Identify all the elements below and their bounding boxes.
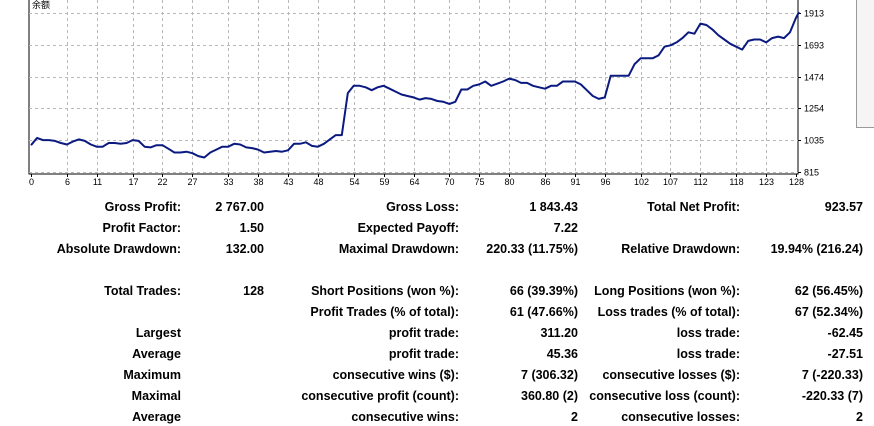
max-consecutive-losses-value: 7 (-220.33)	[801, 368, 863, 382]
average-consecutive-label: Average	[132, 410, 181, 424]
x-tick-label: 27	[187, 177, 197, 187]
x-tick-label: 118	[729, 177, 743, 187]
average-consecutive-wins-label: consecutive wins:	[351, 410, 459, 424]
y-tick-label: 1693	[804, 41, 824, 51]
x-tick-label: 43	[283, 177, 293, 187]
largest-loss-value: -62.45	[827, 326, 863, 340]
x-tick-label: 38	[253, 177, 263, 187]
short-positions-label: Short Positions (won %):	[311, 284, 459, 298]
gross-profit-value: 2 767.00	[215, 200, 264, 214]
x-tick-label: 33	[223, 177, 233, 187]
x-tick-label: 91	[570, 177, 580, 187]
absolute-drawdown-value: 132.00	[225, 242, 264, 256]
strategy-report: Gross Profit: 2 767.00 Gross Loss: 1 843…	[0, 190, 874, 426]
long-positions-label: Long Positions (won %):	[594, 284, 740, 298]
x-tick-label: 102	[634, 177, 649, 187]
gross-loss-label: Gross Loss:	[386, 200, 459, 214]
average-consecutive-losses-value: 2	[856, 410, 863, 424]
average-label: Average	[132, 347, 181, 361]
balance-chart-svg: 0 6 11 17 22 27 33 38 43 48 54 59 64 70 75 80 86 91 96 102 1…	[28, 0, 824, 187]
long-positions-value: 62 (56.45%)	[794, 284, 863, 298]
y-tick-label: 1035	[804, 136, 824, 146]
total-trades-label: Total Trades:	[104, 284, 181, 298]
largest-profit-value: 311.20	[540, 326, 578, 340]
y-tick-label: 1474	[804, 73, 824, 83]
side-panel-edge	[856, 0, 874, 128]
x-tick-label: 107	[663, 177, 678, 187]
expected-payoff-label: Expected Payoff:	[357, 221, 459, 235]
y-tick-label: 1254	[804, 104, 824, 114]
maximal-consecutive-profit-label: consecutive profit (count):	[301, 389, 459, 403]
loss-trades-value: 67 (52.34%)	[794, 305, 863, 319]
profit-factor-value: 1.50	[239, 221, 264, 235]
maximum-label: Maximum	[123, 368, 181, 382]
profit-trades-value: 61 (47.66%)	[509, 305, 578, 319]
x-tick-label: 75	[474, 177, 484, 187]
x-tick-label: 59	[379, 177, 389, 187]
relative-drawdown-value: 19.94% (216.24)	[770, 242, 863, 256]
x-tick-label: 128	[789, 177, 804, 187]
maximal-consecutive-profit-value: 360.80 (2)	[521, 389, 578, 403]
largest-loss-label: loss trade:	[676, 326, 740, 340]
profit-factor-label: Profit Factor:	[102, 221, 181, 235]
y-tick-label: 815	[804, 168, 819, 178]
x-tick-label: 6	[65, 177, 70, 187]
total-net-profit-value: 923.57	[824, 200, 863, 214]
largest-profit-label: profit trade:	[388, 326, 459, 340]
maximal-label: Maximal	[131, 389, 181, 403]
x-tick-label: 11	[93, 177, 102, 187]
x-tick-label: 17	[128, 177, 138, 187]
x-tick-label: 22	[157, 177, 167, 187]
x-tick-label: 96	[600, 177, 610, 187]
maximal-drawdown-value: 220.33 (11.75%)	[486, 242, 578, 256]
total-net-profit-label: Total Net Profit:	[647, 200, 740, 214]
maximal-consecutive-loss-value: -220.33 (7)	[801, 389, 863, 403]
balance-line	[30, 11, 800, 159]
largest-label: Largest	[135, 326, 181, 340]
loss-trades-label: Loss trades (% of total):	[597, 305, 740, 319]
short-positions-value: 66 (39.39%)	[509, 284, 578, 298]
series-label: 余额	[32, 0, 50, 11]
x-tick-label: 80	[504, 177, 514, 187]
chart-frame	[28, 0, 799, 175]
average-profit-value: 45.36	[546, 347, 578, 361]
maximal-drawdown-label: Maximal Drawdown:	[338, 242, 459, 256]
x-tick-label: 123	[759, 177, 774, 187]
max-consecutive-wins-label: consecutive wins ($):	[332, 368, 459, 382]
max-consecutive-losses-label: consecutive losses ($):	[602, 368, 740, 382]
average-profit-label: profit trade:	[388, 347, 459, 361]
max-consecutive-wins-value: 7 (306.32)	[521, 368, 578, 382]
x-tick-label: 86	[540, 177, 550, 187]
x-tick-label: 0	[29, 177, 34, 187]
maximal-consecutive-loss-label: consecutive loss (count):	[589, 389, 740, 403]
total-trades-value: 128	[243, 284, 264, 298]
x-tick-label: 48	[313, 177, 323, 187]
expected-payoff-value: 7.22	[553, 221, 578, 235]
average-consecutive-losses-label: consecutive losses:	[621, 410, 740, 424]
x-tick-label: 70	[444, 177, 454, 187]
y-tick-label: 1913	[804, 9, 824, 19]
gross-loss-value: 1 843.43	[529, 200, 578, 214]
gross-profit-label: Gross Profit:	[104, 200, 181, 214]
balance-chart: 0 6 11 17 22 27 33 38 43 48 54 59 64 70 75 80 86 91 96 102 1…	[0, 0, 874, 190]
relative-drawdown-label: Relative Drawdown:	[621, 242, 740, 256]
average-consecutive-wins-value: 2	[571, 410, 578, 424]
average-loss-label: loss trade:	[676, 347, 740, 361]
x-tick-label: 112	[693, 177, 707, 187]
x-tick-label: 54	[349, 177, 359, 187]
average-loss-value: -27.51	[827, 347, 863, 361]
absolute-drawdown-label: Absolute Drawdown:	[56, 242, 181, 256]
profit-trades-label: Profit Trades (% of total):	[310, 305, 459, 319]
x-tick-label: 64	[409, 177, 419, 187]
